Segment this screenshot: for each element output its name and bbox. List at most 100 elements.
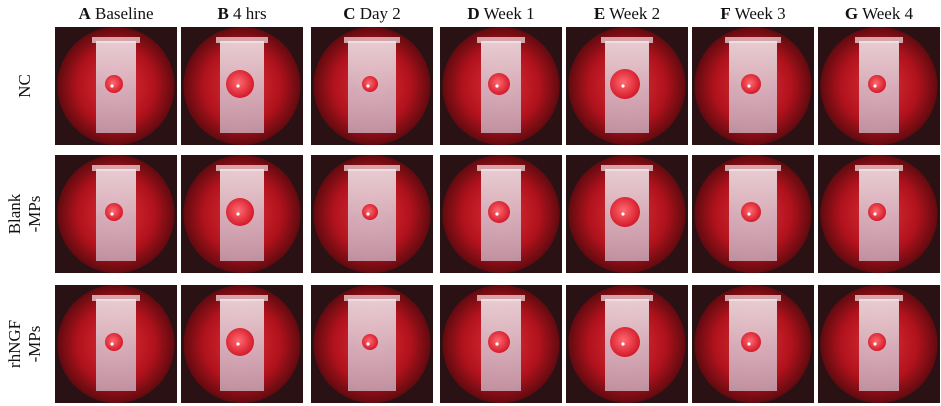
column-letter: D: [467, 4, 479, 23]
pupil: [362, 76, 378, 92]
column-label: Week 3: [735, 4, 786, 23]
row-label-line: -MPs: [25, 326, 44, 363]
row-label-line: NC: [15, 74, 34, 98]
column-letter: C: [343, 4, 355, 23]
reflex: [873, 84, 877, 88]
pupil: [868, 333, 886, 351]
pupil: [868, 75, 886, 93]
pupil: [226, 328, 254, 356]
eye-photo: [440, 285, 562, 403]
eye-photo: [692, 155, 814, 273]
reflex: [621, 212, 625, 216]
pupil: [610, 197, 640, 227]
pupil: [610, 69, 640, 99]
lid-glare: [92, 165, 140, 171]
eye-photo: [818, 155, 940, 273]
reflex: [747, 212, 751, 216]
pupil: [105, 75, 123, 93]
eye-photo: [181, 155, 303, 273]
pupil: [226, 70, 254, 98]
pupil: [105, 333, 123, 351]
lid-glare: [855, 37, 903, 43]
reflex: [621, 342, 625, 346]
lid-glare: [855, 295, 903, 301]
pupil: [488, 73, 510, 95]
reflex: [495, 212, 499, 216]
pupil: [868, 203, 886, 221]
row-label: NC: [15, 74, 34, 98]
reflex: [366, 212, 370, 216]
eye-photo: [55, 27, 177, 145]
reflex: [236, 212, 240, 216]
row-label-line: -MPs: [25, 196, 44, 233]
row-label-line: Blank: [5, 193, 24, 234]
lid-glare: [216, 37, 268, 43]
lid-glare: [344, 165, 400, 171]
pupil: [488, 201, 510, 223]
reflex: [747, 84, 751, 88]
lid-glare: [477, 295, 525, 301]
pupil: [226, 198, 254, 226]
pupil: [488, 331, 510, 353]
lid-glare: [725, 37, 781, 43]
column-header: C Day 2: [343, 4, 401, 23]
reflex: [110, 342, 114, 346]
eye-photo: [311, 27, 433, 145]
row-label: rhNGF -MPs: [5, 320, 44, 368]
eye-photo: [311, 285, 433, 403]
column-label: Week 2: [609, 4, 660, 23]
lid-glare: [477, 165, 525, 171]
eye-photo: [566, 285, 688, 403]
column-header: A Baseline: [78, 4, 153, 23]
lid-glare: [601, 295, 653, 301]
column-label: Baseline: [95, 4, 154, 23]
column-header: D Week 1: [467, 4, 534, 23]
pupil: [741, 332, 761, 352]
pupil: [362, 204, 378, 220]
eye-photo: [440, 27, 562, 145]
lid-glare: [855, 165, 903, 171]
reflex: [366, 84, 370, 88]
pupil: [741, 74, 761, 94]
reflex: [110, 84, 114, 88]
lid-glare: [344, 295, 400, 301]
pupil: [105, 203, 123, 221]
reflex: [873, 342, 877, 346]
column-letter: A: [78, 4, 91, 23]
reflex: [110, 212, 114, 216]
pupil: [741, 202, 761, 222]
column-header: G Week 4: [845, 4, 914, 23]
lid-glare: [477, 37, 525, 43]
column-header: B 4 hrs: [217, 4, 266, 23]
lid-glare: [92, 295, 140, 301]
eye-photo: [818, 27, 940, 145]
column-letter: G: [845, 4, 858, 23]
column-label: Week 1: [484, 4, 535, 23]
eye-photo: [311, 155, 433, 273]
lid-glare: [601, 165, 653, 171]
eye-photo: [55, 285, 177, 403]
eye-photo: [692, 285, 814, 403]
eye-photo: [818, 285, 940, 403]
reflex: [747, 342, 751, 346]
lid-glare: [216, 165, 268, 171]
lid-glare: [92, 37, 140, 43]
row-label-line: rhNGF: [5, 320, 24, 368]
eye-photo: [566, 155, 688, 273]
row-label: Blank -MPs: [5, 193, 44, 234]
eye-photo: [566, 27, 688, 145]
column-letter: E: [594, 4, 605, 23]
eye-photo: [440, 155, 562, 273]
reflex: [236, 342, 240, 346]
lid-glare: [601, 37, 653, 43]
reflex: [621, 84, 625, 88]
column-header: E Week 2: [594, 4, 660, 23]
eye-photo: [692, 27, 814, 145]
reflex: [873, 212, 877, 216]
reflex: [495, 84, 499, 88]
eye-photo: [181, 27, 303, 145]
reflex: [366, 342, 370, 346]
reflex: [236, 84, 240, 88]
lid-glare: [725, 165, 781, 171]
